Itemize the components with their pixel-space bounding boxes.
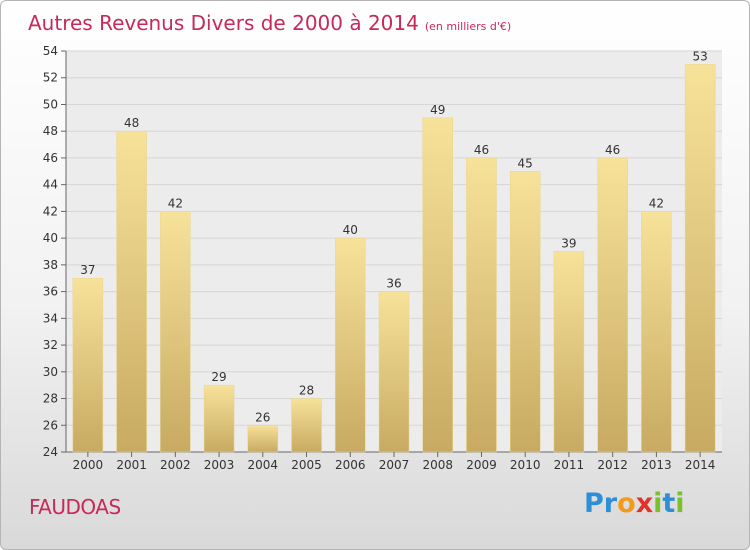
x-tick-label: 2013 xyxy=(641,458,672,472)
x-tick-label: 2010 xyxy=(510,458,541,472)
proxiti-logo: Proxiti xyxy=(584,488,685,519)
x-tick-label: 2008 xyxy=(422,458,453,472)
x-tick-label: 2009 xyxy=(466,458,497,472)
x-tick-label: 2011 xyxy=(554,458,585,472)
title-unit: (en milliers d'€) xyxy=(424,20,512,33)
bar xyxy=(509,171,541,453)
y-tick-label: 52 xyxy=(43,71,58,85)
y-tick-label: 40 xyxy=(43,231,58,245)
x-tick-label: 2003 xyxy=(204,458,235,472)
chart-title: Autres Revenus Divers de 2000 à 2014 (en … xyxy=(28,11,511,35)
title-main: Autres Revenus Divers de 2000 à 2014 xyxy=(28,11,419,35)
data-label: 48 xyxy=(124,116,139,130)
bar xyxy=(378,291,410,453)
data-label: 53 xyxy=(692,49,707,63)
y-tick-label: 50 xyxy=(43,97,58,111)
x-tick-label: 2005 xyxy=(291,458,322,472)
bar xyxy=(160,211,191,453)
bar xyxy=(684,64,716,453)
x-tick-label: 2000 xyxy=(73,458,104,472)
bar xyxy=(247,425,279,453)
x-tick-label: 2001 xyxy=(116,458,147,472)
data-label: 37 xyxy=(80,263,95,277)
y-tick-label: 24 xyxy=(43,445,58,459)
logo-letter: x xyxy=(635,488,654,519)
y-tick-label: 48 xyxy=(43,124,58,138)
x-tick-label: 2012 xyxy=(597,458,628,472)
logo-letter: r xyxy=(603,488,618,519)
data-label: 40 xyxy=(343,223,358,237)
data-label: 28 xyxy=(299,384,314,398)
data-label: 46 xyxy=(474,143,489,157)
logo-letter: i xyxy=(675,488,685,519)
bar xyxy=(422,117,453,453)
x-tick-label: 2007 xyxy=(379,458,410,472)
y-tick-label: 38 xyxy=(43,258,58,272)
bar xyxy=(641,211,672,453)
y-tick-label: 32 xyxy=(43,338,58,352)
x-tick-label: 2004 xyxy=(248,458,279,472)
data-label: 29 xyxy=(211,370,226,384)
data-label: 49 xyxy=(430,103,445,117)
bar xyxy=(203,384,235,453)
bar xyxy=(553,251,585,453)
logo-letter: t xyxy=(662,488,676,519)
bar xyxy=(116,130,147,453)
logo-letter: i xyxy=(653,488,663,519)
y-tick-label: 44 xyxy=(43,178,58,192)
bar xyxy=(597,157,628,453)
y-tick-label: 34 xyxy=(43,311,58,325)
x-tick-label: 2006 xyxy=(335,458,366,472)
logo-letter: o xyxy=(617,488,636,519)
y-tick-label: 26 xyxy=(43,418,58,432)
data-label: 36 xyxy=(386,277,401,291)
bar xyxy=(466,157,497,453)
y-tick-label: 28 xyxy=(43,392,58,406)
bar xyxy=(72,277,104,453)
y-tick-label: 54 xyxy=(43,44,58,58)
x-tick-label: 2014 xyxy=(685,458,716,472)
logo-letter: P xyxy=(584,488,604,519)
commune-name: FAUDOAS xyxy=(29,495,121,519)
y-tick-label: 46 xyxy=(43,151,58,165)
data-label: 26 xyxy=(255,410,270,424)
y-tick-label: 36 xyxy=(43,285,58,299)
data-label: 39 xyxy=(561,237,576,251)
data-label: 45 xyxy=(518,156,533,170)
bar xyxy=(335,237,366,453)
x-tick-label: 2002 xyxy=(160,458,191,472)
data-label: 46 xyxy=(605,143,620,157)
data-label: 42 xyxy=(649,196,664,210)
bar xyxy=(291,398,322,453)
data-label: 42 xyxy=(168,196,183,210)
y-tick-label: 30 xyxy=(43,365,58,379)
y-tick-label: 42 xyxy=(43,204,58,218)
